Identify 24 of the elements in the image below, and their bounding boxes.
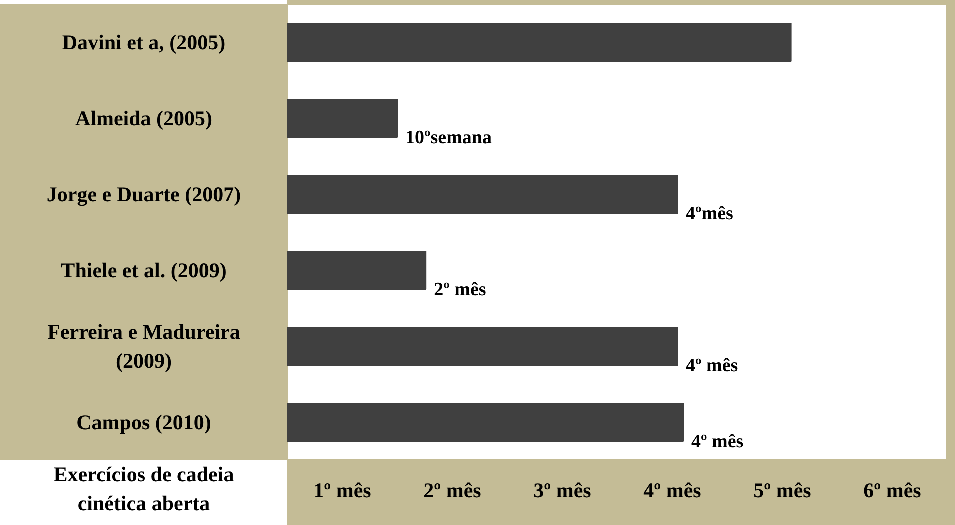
bar	[288, 251, 427, 290]
y-tick-label: Campos (2010)	[76, 410, 212, 434]
bar	[288, 175, 678, 214]
annotation: 4ºmês	[686, 204, 734, 225]
x-tick-label: 4º mês	[644, 478, 702, 502]
y-tick-label: Davini et a, (2005)	[62, 30, 226, 54]
x-tick-label: 5º mês	[754, 478, 812, 502]
annotation: 4º mês	[686, 356, 738, 377]
annotation: 2º mês	[434, 280, 486, 301]
annotation: 4º mês	[692, 432, 744, 453]
bar	[288, 327, 678, 366]
x-tick-label: 3º mês	[534, 478, 592, 502]
y-tick-label: Jorge e Duarte (2007)	[46, 182, 242, 206]
y-tick-label: Almeida (2005)	[75, 106, 213, 130]
y-tick-label: Thiele et al. (2009)	[61, 258, 227, 282]
x-axis-title: Exercícios de cadeia cinética aberta	[54, 462, 235, 516]
bar	[288, 403, 684, 442]
bar	[288, 99, 398, 138]
bar	[288, 23, 792, 62]
x-tick-label: 2º mês	[424, 478, 482, 502]
x-tick-label: 1º mês	[314, 478, 372, 502]
annotation: 10ºsemana	[406, 128, 492, 149]
x-tick-label: 6º mês	[864, 478, 922, 502]
y-tick-label: Ferreira e Madureira (2009)	[48, 320, 241, 373]
